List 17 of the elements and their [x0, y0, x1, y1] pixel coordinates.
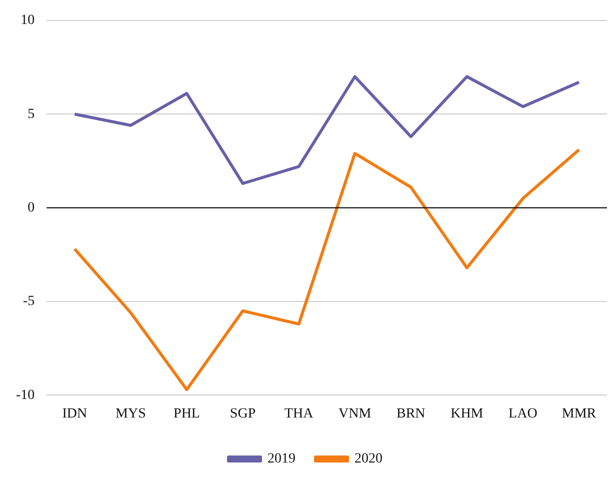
x-tick-label: VNM — [338, 406, 372, 422]
x-tick-label: PHL — [174, 406, 200, 422]
y-tick-label: -10 — [16, 388, 35, 403]
x-tick-label: BRN — [396, 406, 426, 422]
legend-label: 2020 — [354, 452, 382, 467]
y-tick-label: -5 — [22, 294, 35, 310]
x-tick-label: MMR — [562, 406, 597, 422]
x-tick-label: THA — [284, 406, 314, 422]
x-tick-label: KHM — [450, 406, 484, 422]
x-tick-label: LAO — [508, 406, 538, 422]
y-tick-label: 5 — [28, 106, 35, 122]
legend-label: 2019 — [268, 452, 296, 467]
y-tick-label: 0 — [28, 200, 35, 216]
x-tick-label: IDN — [62, 406, 88, 422]
y-tick-label: 10 — [20, 13, 35, 28]
x-tick-label: SGP — [230, 406, 256, 422]
x-tick-label: MYS — [116, 406, 146, 422]
